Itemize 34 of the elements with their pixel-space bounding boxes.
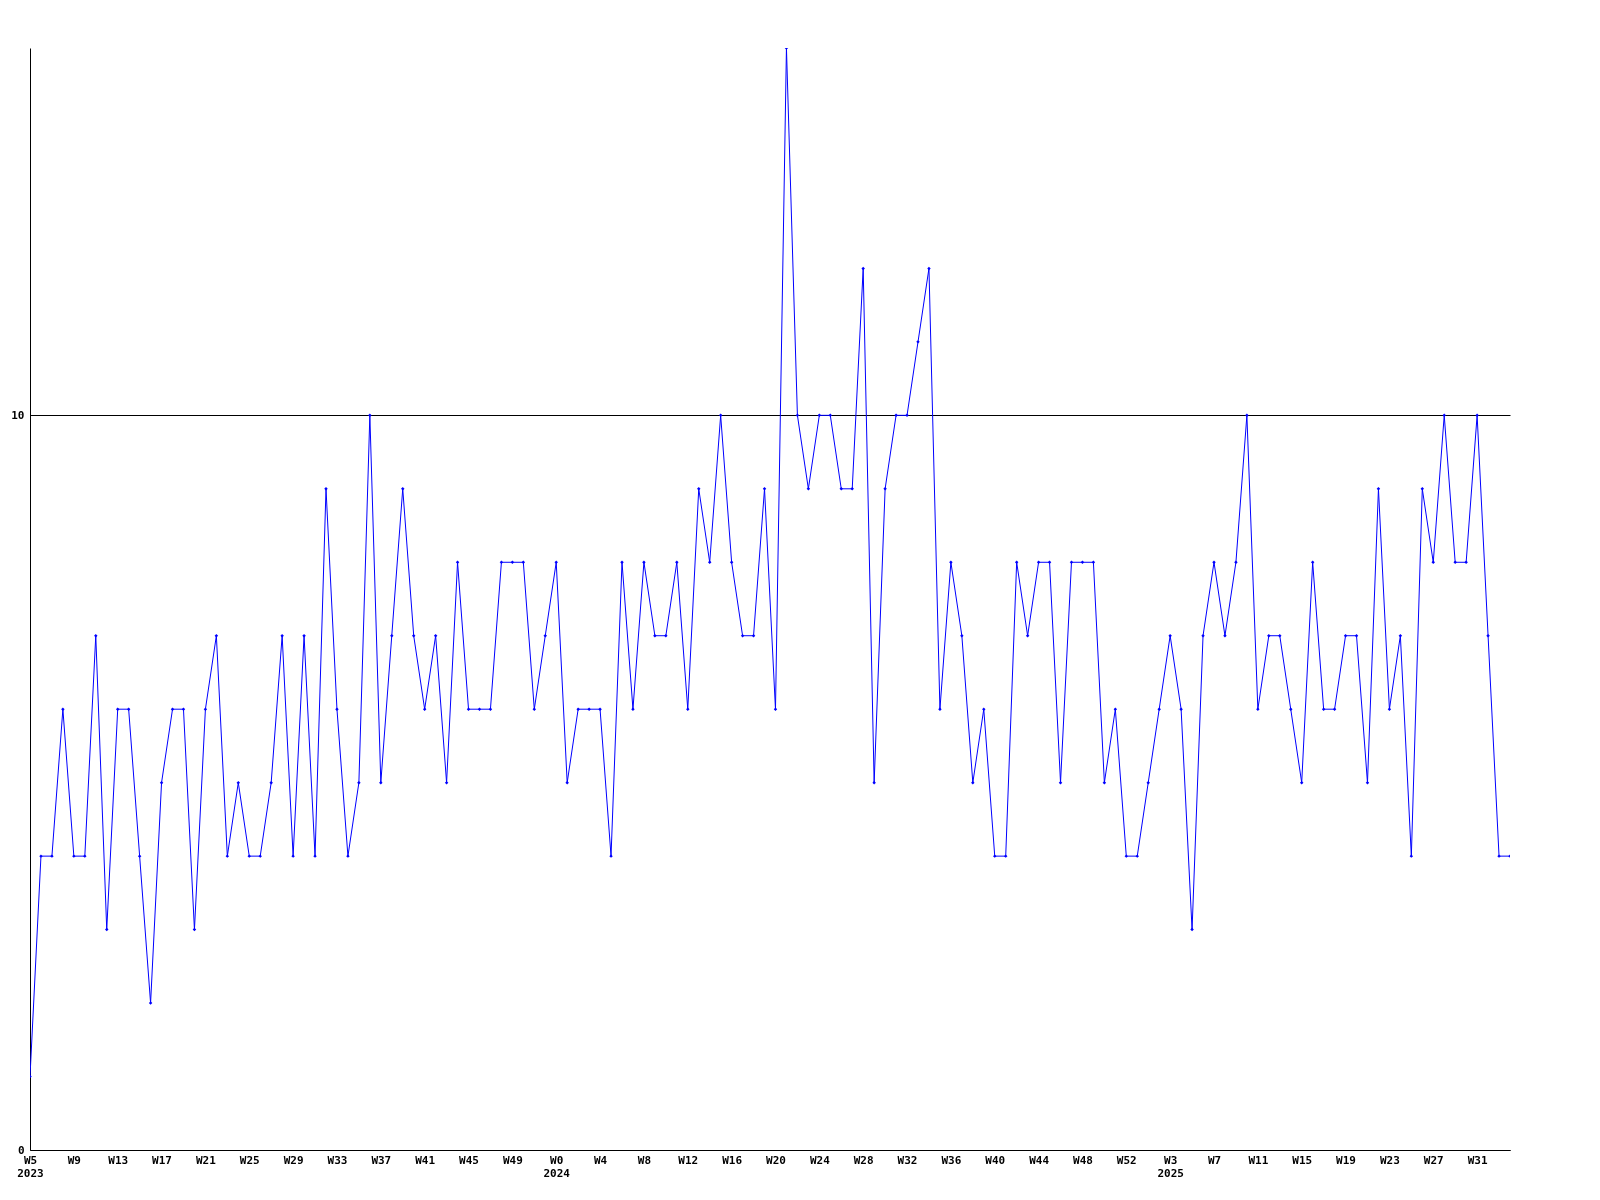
x-tick-label: W40: [985, 1153, 1006, 1167]
x-tick-label: W19: [1336, 1153, 1356, 1167]
x-tick-label: W31: [1467, 1153, 1488, 1167]
x-tick-label: W32: [897, 1153, 918, 1167]
x-tick-label: W23: [1379, 1153, 1400, 1167]
x-tick-label: W15: [1292, 1153, 1313, 1167]
x-tick-label: W24: [809, 1153, 831, 1167]
x-tick-label: W3 2025: [1157, 1153, 1184, 1180]
x-tick-label: W21: [195, 1153, 217, 1167]
x-tick-label: W12: [678, 1153, 699, 1167]
x-tick-label: W44: [1029, 1153, 1050, 1167]
y-tick-label: 10: [11, 408, 25, 422]
x-tick-label: W52: [1116, 1153, 1137, 1167]
x-tick-label: W27: [1423, 1153, 1444, 1167]
x-tick-label: W16: [722, 1153, 743, 1167]
x-tick-label: W29: [283, 1153, 304, 1167]
x-tick-label: W20: [766, 1153, 786, 1167]
x-tick-label: W11: [1248, 1153, 1269, 1167]
x-tick-label: W17: [152, 1153, 172, 1167]
x-tick-label: W48: [1073, 1153, 1093, 1167]
x-tick-label: W33: [327, 1153, 348, 1167]
x-tick-label: W4: [593, 1153, 608, 1167]
x-tick-label: W37: [371, 1153, 392, 1167]
x-tick-label: W45: [459, 1153, 479, 1167]
x-tick-label: W13: [108, 1153, 129, 1167]
x-tick-label: W25: [239, 1153, 260, 1167]
x-tick-label: W49: [502, 1153, 523, 1167]
x-tick-label: W41: [415, 1153, 436, 1167]
x-tick-label: W8: [637, 1153, 652, 1167]
x-tick-label: W28: [853, 1153, 874, 1167]
x-tick-label: W0 2024: [543, 1153, 571, 1180]
x-tick-label: W9: [67, 1153, 81, 1167]
x-tick-label: W36: [941, 1153, 962, 1167]
x-tick-label: W7: [1207, 1153, 1222, 1167]
